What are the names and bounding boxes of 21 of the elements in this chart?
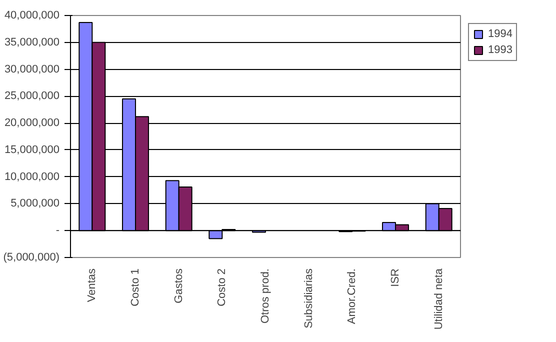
x-tick-label: Amor.Cred. (346, 268, 358, 324)
x-tick-label: Otros prod. (260, 268, 272, 324)
x-tick-label: Gastos (172, 268, 185, 304)
x-tick-label: Costo 1 (130, 268, 142, 306)
y-tick-label: (5,000,000) (3, 252, 60, 264)
y-tick-label: - (56, 224, 60, 237)
legend-label: 1994 (488, 28, 512, 40)
y-tick-label: 35,000,000 (4, 36, 60, 48)
x-tick-label: Utilidad neta (432, 268, 445, 330)
x-tick-label: ISR (390, 268, 402, 287)
y-tick-label: 5,000,000 (10, 198, 60, 210)
y-tick-label: 15,000,000 (4, 144, 60, 156)
y-tick-label: 20,000,000 (4, 117, 60, 130)
legend-label: 1993 (488, 44, 512, 56)
y-tick-label: 10,000,000 (4, 170, 60, 183)
x-tick-label: Costo 2 (216, 268, 228, 306)
y-tick-label: 30,000,000 (4, 63, 60, 76)
y-tick-label: 40,000,000 (4, 10, 60, 22)
x-tick-label: Ventas (86, 268, 98, 302)
x-tick-label: Subsidiarias (302, 268, 315, 328)
y-tick-label: 25,000,000 (4, 90, 60, 102)
